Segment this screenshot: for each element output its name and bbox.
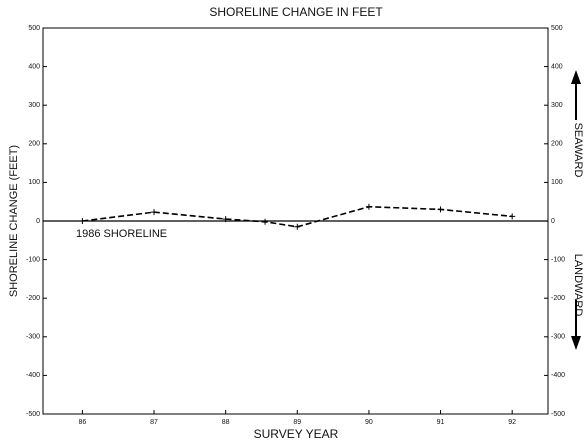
arrow-head xyxy=(571,70,581,84)
point xyxy=(79,218,86,224)
y-tick-label: -400 xyxy=(26,372,40,379)
y-tick-label: 300 xyxy=(28,102,40,109)
x-tick-label: 89 xyxy=(293,419,301,426)
arrow-head xyxy=(571,336,581,350)
y-axis-label: SHORELINE CHANGE (FEET) xyxy=(8,145,20,297)
y2-tick-label: 0 xyxy=(551,218,555,225)
point xyxy=(294,223,301,230)
y2-tick-label: -400 xyxy=(551,372,565,379)
y-tick-label: -300 xyxy=(26,334,40,341)
y-tick-label: -200 xyxy=(26,295,40,302)
x-tick-label: 88 xyxy=(222,419,230,426)
right-label: SEAWARD xyxy=(572,123,584,178)
annotation: 1986 SHORELINE xyxy=(76,228,167,240)
x-axis-label: SURVEY YEAR xyxy=(254,427,339,441)
y-tick-label: -100 xyxy=(26,256,40,263)
y2-tick-label: -100 xyxy=(551,256,565,263)
point xyxy=(509,213,516,220)
x-tick-label: 90 xyxy=(365,419,373,426)
y2-tick-label: 400 xyxy=(551,63,563,70)
series-line xyxy=(82,205,513,228)
y-tick-label: 0 xyxy=(36,218,40,225)
y2-tick-label: 200 xyxy=(551,141,563,148)
x-tick-label: 86 xyxy=(78,419,86,426)
y-tick-label: 100 xyxy=(28,179,40,186)
x-tick-label: 92 xyxy=(508,419,516,426)
x-tick-label: 91 xyxy=(437,419,445,426)
point xyxy=(437,206,444,213)
y2-tick-label: 100 xyxy=(551,179,563,186)
y2-tick-label: 500 xyxy=(551,25,563,32)
point xyxy=(262,218,269,225)
y-tick-label: -500 xyxy=(26,411,40,418)
right-label: LANDWARD xyxy=(572,254,584,317)
y-tick-label: 500 xyxy=(28,25,40,32)
chart-title: SHORELINE CHANGE IN FEET xyxy=(209,5,383,19)
point xyxy=(222,216,229,223)
y-tick-label: 200 xyxy=(28,141,40,148)
y2-tick-label: 300 xyxy=(551,102,563,109)
y-tick-label: 400 xyxy=(28,63,40,70)
y2-tick-label: -500 xyxy=(551,411,565,418)
point xyxy=(365,203,372,210)
y2-tick-label: -200 xyxy=(551,295,565,302)
y2-tick-label: -300 xyxy=(551,334,565,341)
x-tick-label: 87 xyxy=(150,419,158,426)
point xyxy=(151,209,158,216)
